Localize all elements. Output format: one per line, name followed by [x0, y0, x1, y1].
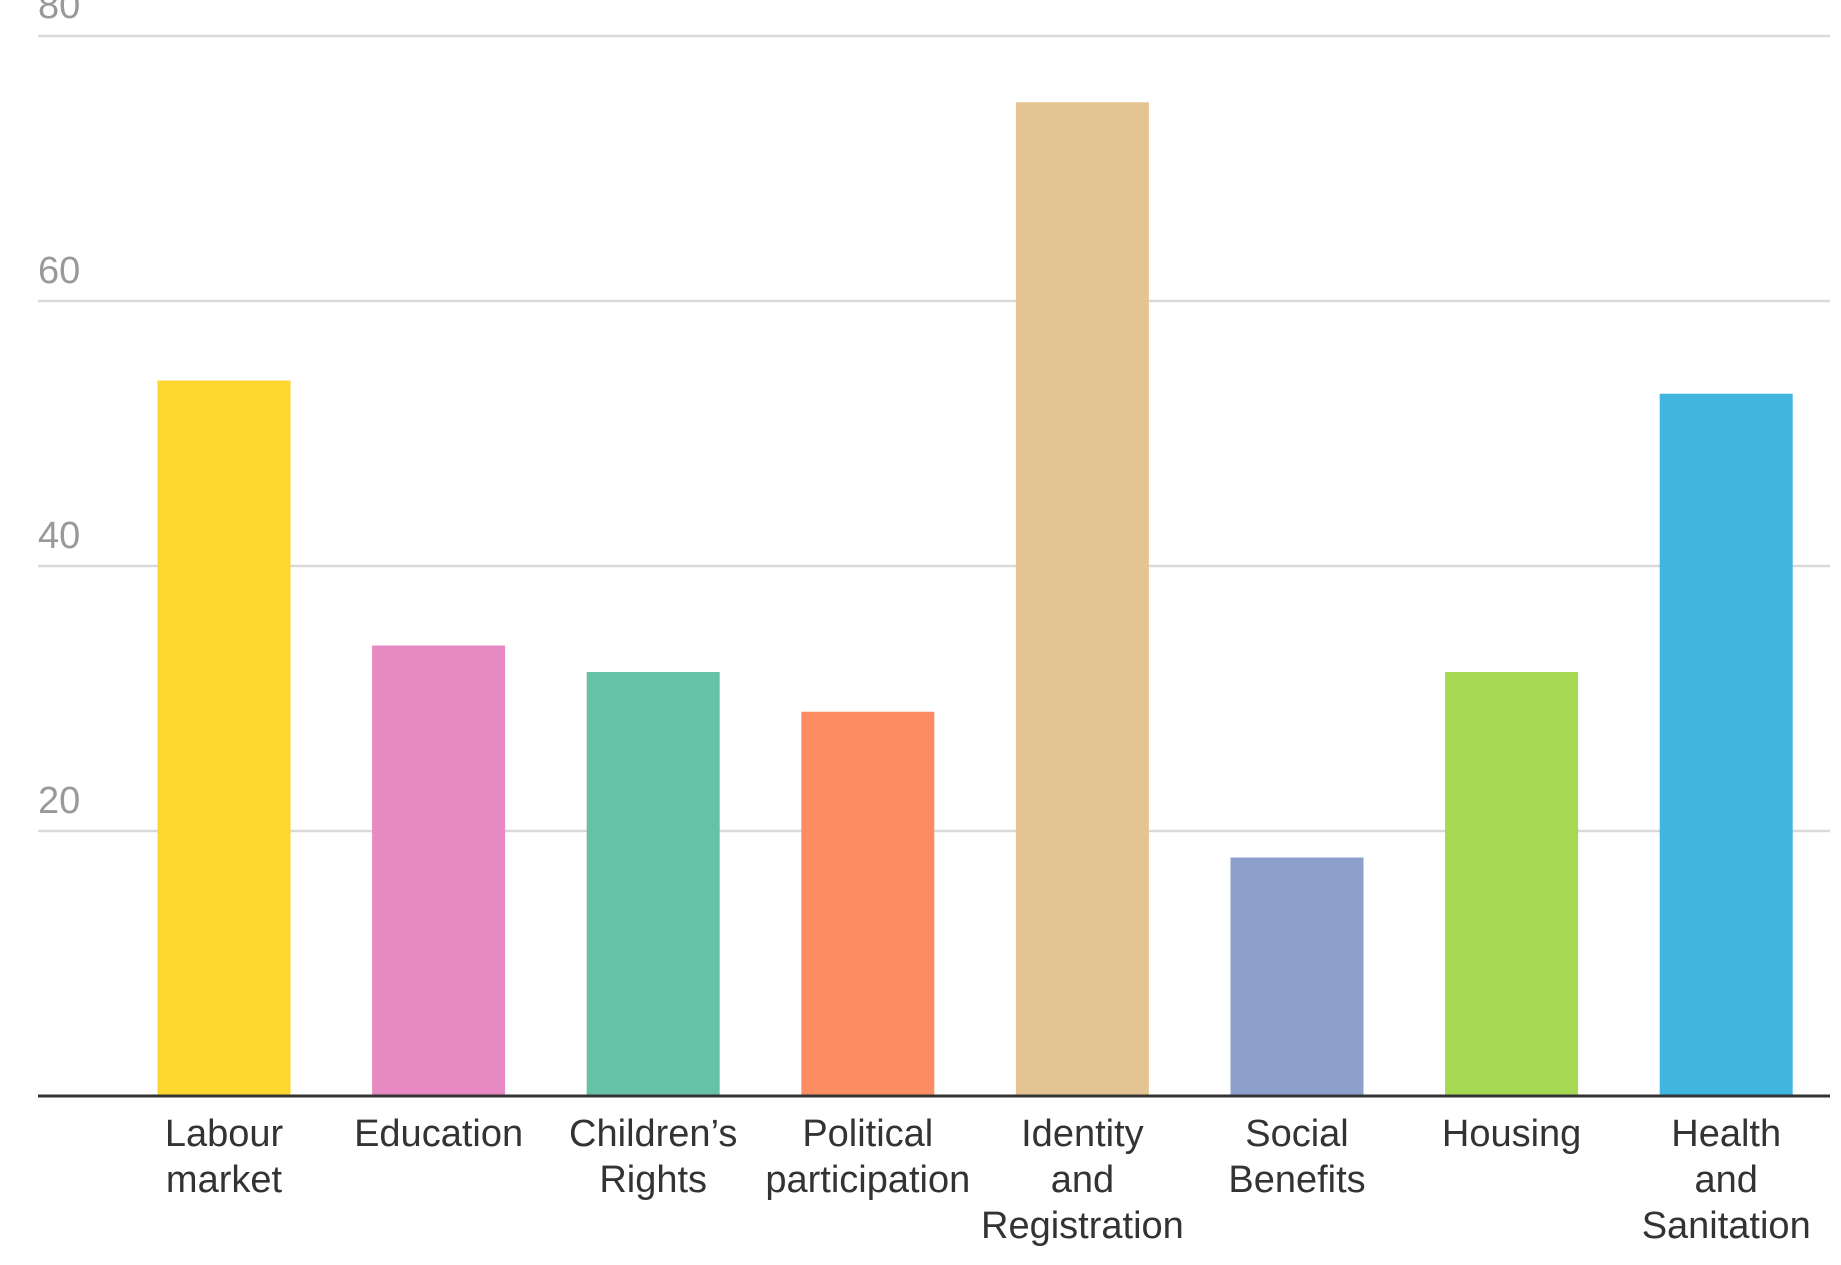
x-category-label: Identity [1021, 1113, 1144, 1155]
y-tick-label: 20 [38, 780, 80, 822]
x-category-label: Political [802, 1113, 933, 1155]
x-category-label: market [166, 1159, 283, 1201]
y-axis-tick-labels: 20 40 60 80 [38, 0, 80, 822]
bars [157, 102, 1793, 1096]
bar-3 [801, 711, 935, 1096]
y-tick-label: 40 [38, 515, 80, 557]
x-category-label: Housing [1442, 1113, 1581, 1155]
x-category-label: and [1694, 1159, 1757, 1201]
bar-2 [586, 672, 720, 1096]
x-category-label: Labour [165, 1113, 284, 1155]
x-category-label: Registration [981, 1205, 1184, 1247]
x-category-label: Children’s [569, 1113, 737, 1155]
x-category-label: Health [1671, 1113, 1781, 1155]
bar-6 [1445, 672, 1579, 1096]
bar-1 [372, 645, 506, 1096]
bar-4 [1015, 102, 1149, 1096]
x-category-label: Benefits [1228, 1159, 1365, 1201]
x-category-label: and [1051, 1159, 1114, 1201]
x-category-label: Rights [599, 1159, 707, 1201]
x-category-label: Social [1245, 1113, 1349, 1155]
x-category-label: Education [354, 1113, 523, 1155]
x-category-label: participation [765, 1159, 970, 1201]
bar-0 [157, 380, 291, 1096]
bar-7 [1659, 393, 1793, 1096]
bar-5 [1230, 857, 1364, 1096]
y-tick-label: 80 [38, 0, 80, 27]
y-tick-label: 60 [38, 250, 80, 292]
x-category-label: Sanitation [1642, 1205, 1811, 1247]
